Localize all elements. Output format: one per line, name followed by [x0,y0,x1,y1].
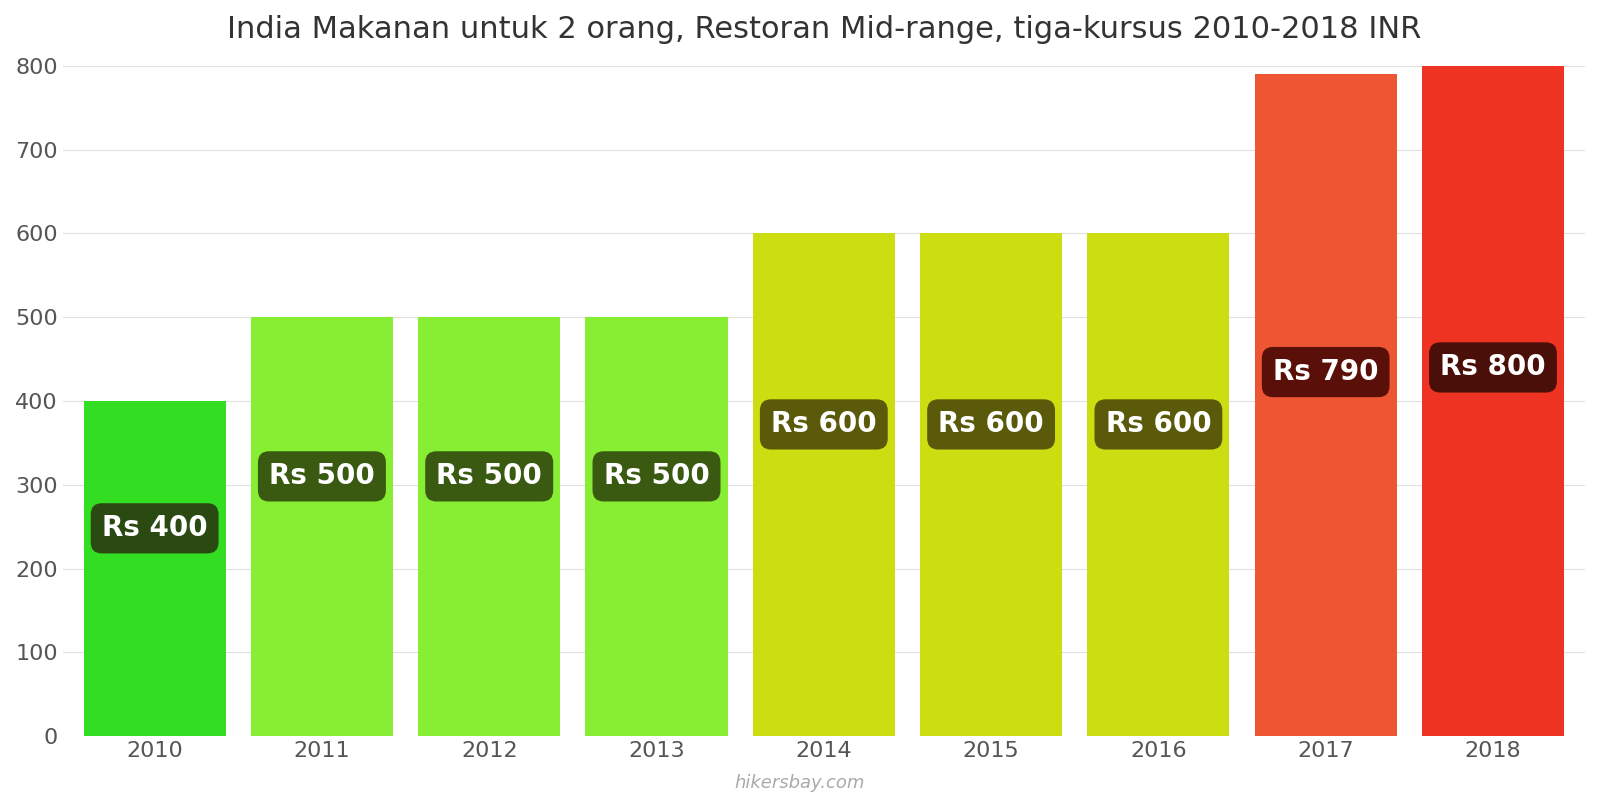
Title: India Makanan untuk 2 orang, Restoran Mid-range, tiga-kursus 2010-2018 INR: India Makanan untuk 2 orang, Restoran Mi… [227,15,1421,44]
Bar [418,317,560,736]
Text: Rs 500: Rs 500 [269,462,374,490]
Bar [752,234,894,736]
Text: hikersbay.com: hikersbay.com [734,774,866,792]
Text: Rs 500: Rs 500 [437,462,542,490]
Bar [251,317,394,736]
Bar [1254,74,1397,736]
Text: Rs 600: Rs 600 [938,410,1043,438]
Text: Rs 400: Rs 400 [102,514,208,542]
Bar [920,234,1062,736]
Bar [586,317,728,736]
Bar [1088,234,1229,736]
Text: Rs 600: Rs 600 [771,410,877,438]
Text: Rs 790: Rs 790 [1274,358,1379,386]
Text: Rs 500: Rs 500 [603,462,709,490]
Bar [83,401,226,736]
Text: Rs 600: Rs 600 [1106,410,1211,438]
Bar [1422,66,1565,736]
Text: Rs 800: Rs 800 [1440,354,1546,382]
